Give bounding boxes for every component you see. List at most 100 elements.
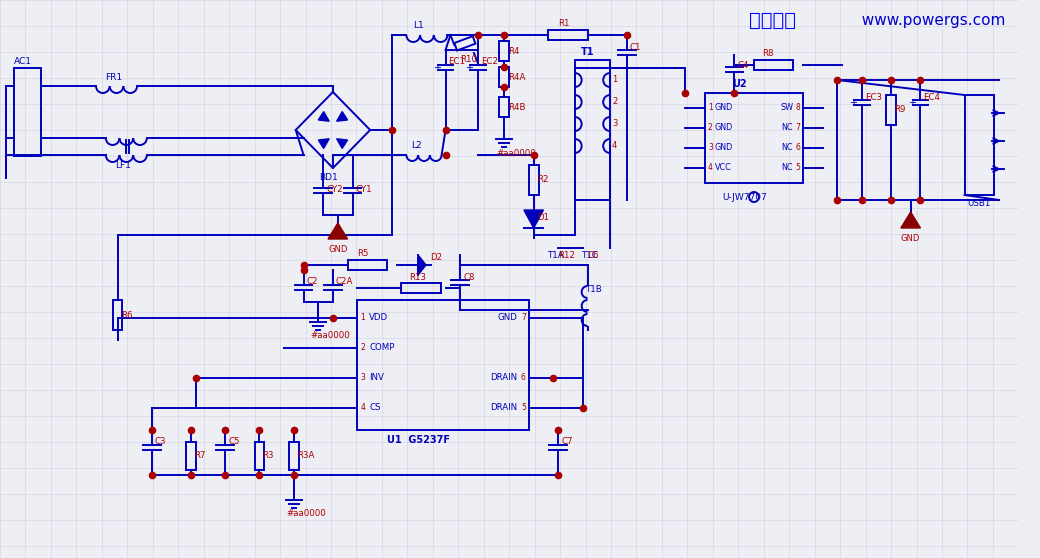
Text: U1  G5237F: U1 G5237F — [387, 435, 449, 445]
Text: VDD: VDD — [369, 314, 388, 323]
Text: C1: C1 — [629, 42, 641, 51]
Text: 6: 6 — [796, 143, 800, 152]
Text: D1: D1 — [538, 214, 550, 223]
Text: DRAIN: DRAIN — [490, 403, 517, 412]
Text: 7: 7 — [521, 314, 526, 323]
Text: CY2: CY2 — [327, 185, 343, 195]
Text: 2: 2 — [360, 344, 365, 353]
Text: BD1: BD1 — [319, 174, 338, 182]
Polygon shape — [901, 212, 920, 228]
Text: 5: 5 — [521, 403, 526, 412]
Text: U2: U2 — [732, 79, 747, 89]
Text: GND: GND — [329, 245, 347, 254]
Text: +: + — [433, 63, 441, 73]
Polygon shape — [337, 112, 347, 121]
Bar — [14, 68, 42, 156]
Text: 3: 3 — [708, 143, 712, 152]
Text: www.powergs.com: www.powergs.com — [852, 12, 1006, 27]
Text: #aa0000: #aa0000 — [286, 509, 326, 518]
Text: CS: CS — [369, 403, 381, 412]
Bar — [358, 300, 528, 430]
Text: 1: 1 — [360, 314, 365, 323]
Text: 5: 5 — [796, 163, 800, 172]
Text: EC2: EC2 — [480, 57, 498, 66]
Bar — [454, 36, 475, 51]
Bar — [186, 442, 196, 470]
Text: R2: R2 — [538, 176, 549, 185]
Text: GND: GND — [714, 123, 733, 132]
Text: GND: GND — [714, 143, 733, 152]
Text: C4: C4 — [737, 60, 749, 70]
Text: R3: R3 — [262, 451, 274, 460]
Bar — [886, 95, 896, 125]
Polygon shape — [318, 139, 330, 148]
Text: L1: L1 — [413, 22, 424, 31]
Text: EC4: EC4 — [924, 93, 940, 102]
Bar — [499, 67, 510, 87]
Polygon shape — [328, 223, 347, 239]
Text: T1: T1 — [580, 47, 594, 57]
Text: USB1: USB1 — [967, 200, 991, 209]
Text: 4: 4 — [708, 163, 712, 172]
Text: R10: R10 — [461, 55, 477, 65]
Text: C3: C3 — [155, 437, 166, 446]
Text: R6: R6 — [122, 310, 133, 320]
Text: NC: NC — [782, 163, 794, 172]
Polygon shape — [524, 210, 544, 228]
Text: INV: INV — [369, 373, 384, 382]
Text: D2: D2 — [430, 253, 442, 262]
Text: R7: R7 — [193, 451, 205, 460]
Bar — [499, 97, 510, 117]
Text: C5: C5 — [228, 437, 239, 446]
Text: 2: 2 — [708, 123, 712, 132]
Polygon shape — [337, 139, 347, 148]
Text: COMP: COMP — [369, 344, 394, 353]
Text: FR1: FR1 — [105, 73, 122, 81]
Text: CY1: CY1 — [356, 185, 372, 195]
Text: C2: C2 — [307, 277, 318, 286]
Text: T1B: T1B — [586, 286, 602, 295]
Text: R5: R5 — [358, 249, 369, 258]
Text: NC: NC — [782, 143, 794, 152]
Text: R13: R13 — [410, 272, 426, 281]
Bar — [289, 442, 298, 470]
Text: EC3: EC3 — [864, 93, 882, 102]
Text: +: + — [908, 98, 916, 108]
Text: U-JW7707: U-JW7707 — [723, 193, 768, 201]
Text: T1C: T1C — [581, 251, 598, 259]
Text: DRAIN: DRAIN — [490, 373, 517, 382]
Text: 4: 4 — [612, 142, 618, 151]
Text: VCC: VCC — [714, 163, 731, 172]
Text: +: + — [465, 63, 473, 73]
Text: GND: GND — [497, 314, 517, 323]
Text: 8: 8 — [796, 103, 800, 113]
Text: 3: 3 — [612, 119, 618, 128]
Text: 4: 4 — [360, 403, 365, 412]
Text: T1A: T1A — [548, 251, 565, 259]
Text: C2A: C2A — [336, 277, 354, 286]
Text: NC: NC — [782, 123, 794, 132]
Text: R4: R4 — [509, 46, 520, 55]
Bar — [575, 60, 610, 200]
Bar — [499, 41, 510, 61]
Bar — [347, 260, 387, 270]
Text: R4B: R4B — [509, 103, 525, 112]
Text: R3A: R3A — [296, 451, 314, 460]
Text: R1: R1 — [558, 20, 570, 28]
Polygon shape — [318, 112, 330, 121]
Text: R12: R12 — [558, 251, 575, 259]
Text: GND: GND — [714, 103, 733, 113]
Text: 2: 2 — [612, 98, 618, 107]
Bar — [255, 442, 264, 470]
Bar — [964, 95, 994, 195]
Bar — [112, 300, 123, 330]
Text: 1: 1 — [612, 75, 618, 84]
Text: R4A: R4A — [509, 73, 525, 81]
Text: SW: SW — [780, 103, 794, 113]
Text: 3: 3 — [360, 373, 365, 382]
Text: 港晶电子: 港晶电子 — [749, 11, 796, 30]
Text: EC1: EC1 — [448, 57, 466, 66]
Bar — [754, 60, 794, 70]
Polygon shape — [418, 255, 426, 275]
Text: AC1: AC1 — [14, 56, 31, 65]
